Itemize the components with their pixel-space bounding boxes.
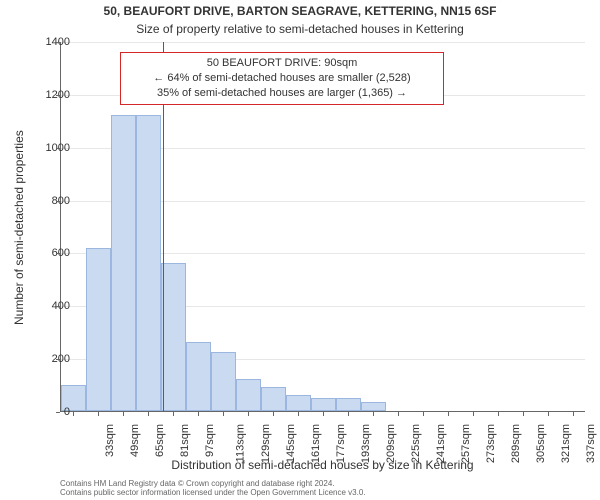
x-tick-label: 33sqm [104, 424, 116, 457]
bar [186, 342, 211, 411]
y-tick-label: 400 [52, 300, 70, 312]
x-tick-mark [123, 412, 124, 416]
x-axis-label: Distribution of semi-detached houses by … [60, 458, 585, 472]
x-tick-mark [423, 412, 424, 416]
bar [236, 379, 261, 411]
x-tick-mark [498, 412, 499, 416]
y-axis-label: Number of semi-detached properties [12, 130, 26, 325]
bar [111, 115, 136, 411]
x-tick-mark [73, 412, 74, 416]
x-tick-mark [548, 412, 549, 416]
y-tick-mark [56, 412, 60, 413]
x-tick-mark [198, 412, 199, 416]
y-tick-label: 0 [64, 406, 70, 418]
x-tick-mark [523, 412, 524, 416]
y-tick-mark [56, 306, 60, 307]
y-tick-label: 600 [52, 247, 70, 259]
y-tick-mark [56, 95, 60, 96]
bar [361, 402, 386, 411]
y-tick-label: 200 [52, 353, 70, 365]
footer-line1: Contains HM Land Registry data © Crown c… [60, 479, 366, 489]
annotation-line2: ← 64% of semi-detached houses are smalle… [127, 71, 437, 86]
x-tick-mark [573, 412, 574, 416]
y-tick-mark [56, 148, 60, 149]
y-tick-mark [56, 253, 60, 254]
x-tick-label: 49sqm [129, 424, 141, 457]
x-tick-mark [323, 412, 324, 416]
bar [136, 115, 161, 411]
footer-line2: Contains public sector information licen… [60, 488, 366, 498]
x-tick-mark [298, 412, 299, 416]
x-tick-label: 81sqm [179, 424, 191, 457]
x-tick-label: 97sqm [204, 424, 216, 457]
y-tick-mark [56, 42, 60, 43]
x-tick-mark [148, 412, 149, 416]
annotation-line1: 50 BEAUFORT DRIVE: 90sqm [127, 56, 437, 71]
x-tick-mark [448, 412, 449, 416]
bar [86, 248, 111, 411]
bar [311, 398, 336, 411]
x-tick-label: 113sqm [234, 424, 246, 462]
x-tick-mark [223, 412, 224, 416]
footer: Contains HM Land Registry data © Crown c… [60, 479, 366, 498]
y-tick-label: 800 [52, 195, 70, 207]
y-tick-mark [56, 201, 60, 202]
x-tick-mark [98, 412, 99, 416]
x-tick-mark [248, 412, 249, 416]
bar [161, 263, 186, 411]
x-tick-label: 337sqm [585, 424, 597, 463]
x-tick-mark [373, 412, 374, 416]
x-tick-mark [273, 412, 274, 416]
bar [261, 387, 286, 411]
x-tick-mark [348, 412, 349, 416]
x-tick-mark [173, 412, 174, 416]
bar [211, 352, 236, 411]
bar [336, 398, 361, 411]
y-tick-mark [56, 359, 60, 360]
x-tick-mark [473, 412, 474, 416]
x-tick-mark [398, 412, 399, 416]
x-tick-label: 65sqm [154, 424, 166, 457]
annotation-line3: 35% of semi-detached houses are larger (… [127, 86, 437, 101]
bar [286, 395, 311, 411]
subtitle: Size of property relative to semi-detach… [0, 22, 600, 36]
suptitle: 50, BEAUFORT DRIVE, BARTON SEAGRAVE, KET… [0, 4, 600, 18]
annotation-box: 50 BEAUFORT DRIVE: 90sqm ← 64% of semi-d… [120, 52, 444, 105]
